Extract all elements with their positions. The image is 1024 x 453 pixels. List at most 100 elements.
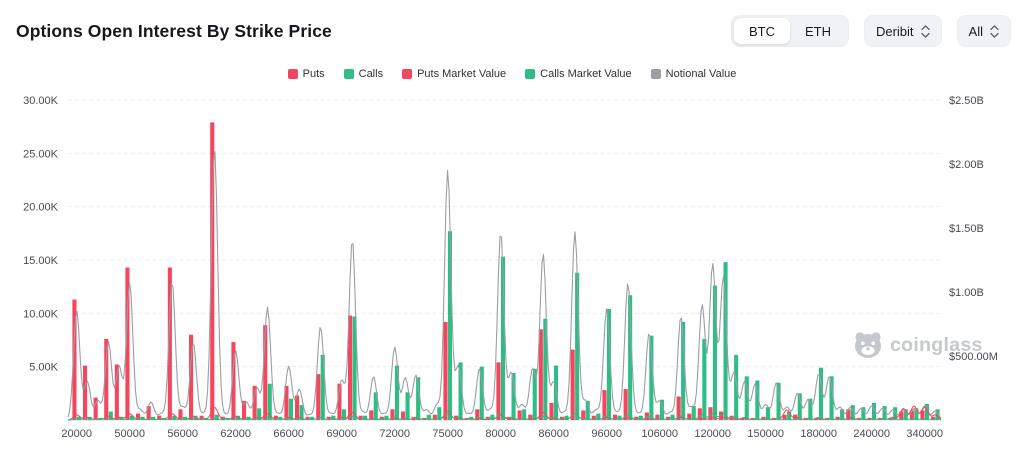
calls-bar[interactable]	[628, 295, 633, 420]
calls-bar[interactable]	[140, 416, 145, 420]
calls-bar[interactable]	[522, 409, 527, 420]
puts-bar[interactable]	[136, 413, 141, 420]
puts-bar[interactable]	[316, 374, 321, 420]
puts-bar[interactable]	[517, 410, 522, 420]
puts-bar[interactable]	[83, 365, 88, 420]
puts-bar[interactable]	[920, 410, 925, 420]
calls-bar[interactable]	[331, 415, 336, 420]
puts-bar[interactable]	[432, 414, 437, 420]
calls-bar[interactable]	[458, 362, 463, 420]
calls-bar[interactable]	[744, 376, 749, 420]
puts-bar[interactable]	[273, 415, 278, 420]
calls-bar[interactable]	[373, 392, 378, 420]
calls-bar[interactable]	[394, 365, 399, 420]
asset-toggle-btc[interactable]: BTC	[733, 18, 790, 44]
calls-bar[interactable]	[914, 408, 919, 420]
puts-bar[interactable]	[242, 400, 247, 420]
calls-bar[interactable]	[691, 406, 696, 420]
puts-bar[interactable]	[475, 409, 480, 420]
calls-bar[interactable]	[702, 338, 707, 420]
calls-bar[interactable]	[575, 272, 580, 420]
puts-bar[interactable]	[443, 321, 448, 420]
puts-bar[interactable]	[666, 416, 671, 420]
puts-bar[interactable]	[295, 395, 300, 421]
calls-bar[interactable]	[299, 405, 304, 420]
calls-bar[interactable]	[659, 399, 664, 420]
scope-select[interactable]: All	[956, 15, 1011, 47]
puts-bar[interactable]	[326, 416, 331, 420]
puts-bar[interactable]	[114, 364, 119, 421]
puts-bar[interactable]	[931, 416, 936, 420]
calls-bar[interactable]	[246, 416, 251, 420]
calls-bar[interactable]	[108, 411, 113, 421]
puts-bar[interactable]	[199, 415, 204, 420]
puts-bar[interactable]	[846, 409, 851, 420]
puts-bar[interactable]	[496, 362, 501, 420]
calls-bar[interactable]	[850, 405, 855, 420]
puts-bar[interactable]	[528, 414, 533, 420]
puts-bar[interactable]	[623, 389, 628, 420]
puts-bar[interactable]	[708, 407, 713, 420]
calls-bar[interactable]	[320, 354, 325, 420]
calls-bar[interactable]	[924, 404, 929, 420]
puts-bar[interactable]	[655, 414, 660, 420]
calls-bar[interactable]	[564, 415, 569, 420]
puts-bar[interactable]	[146, 406, 151, 420]
legend-item[interactable]: Calls Market Value	[525, 68, 632, 80]
legend-item[interactable]: Calls	[343, 68, 383, 80]
puts-bar[interactable]	[687, 413, 692, 420]
calls-bar[interactable]	[723, 262, 728, 420]
calls-bar[interactable]	[532, 368, 537, 420]
calls-bar[interactable]	[829, 376, 834, 420]
calls-bar[interactable]	[469, 416, 474, 420]
calls-bar[interactable]	[193, 415, 198, 420]
puts-bar[interactable]	[305, 416, 310, 420]
calls-bar[interactable]	[734, 354, 739, 420]
calls-bar[interactable]	[490, 414, 495, 420]
calls-bar[interactable]	[278, 416, 283, 420]
puts-bar[interactable]	[602, 390, 607, 420]
calls-bar[interactable]	[797, 393, 802, 420]
puts-bar[interactable]	[369, 410, 374, 420]
puts-bar[interactable]	[899, 411, 904, 421]
calls-bar[interactable]	[818, 367, 823, 420]
calls-bar[interactable]	[500, 256, 505, 420]
calls-bar[interactable]	[363, 415, 368, 420]
puts-bar[interactable]	[252, 385, 257, 420]
calls-bar[interactable]	[606, 309, 611, 420]
puts-bar[interactable]	[591, 415, 596, 420]
puts-bar[interactable]	[167, 267, 172, 421]
puts-bar[interactable]	[189, 334, 194, 420]
puts-bar[interactable]	[337, 383, 342, 420]
calls-bar[interactable]	[935, 409, 940, 420]
calls-bar[interactable]	[903, 409, 908, 420]
calls-bar[interactable]	[670, 414, 675, 420]
legend-item[interactable]: Notional Value	[650, 68, 736, 80]
puts-bar[interactable]	[835, 416, 840, 420]
calls-bar[interactable]	[129, 415, 134, 420]
puts-bar[interactable]	[644, 412, 649, 421]
calls-bar[interactable]	[712, 285, 717, 420]
calls-bar[interactable]	[787, 411, 792, 421]
calls-bar[interactable]	[426, 414, 431, 420]
calls-bar[interactable]	[341, 409, 346, 420]
puts-bar[interactable]	[782, 414, 787, 420]
calls-bar[interactable]	[119, 416, 124, 420]
calls-bar[interactable]	[384, 415, 389, 420]
puts-bar[interactable]	[401, 411, 406, 421]
calls-bar[interactable]	[808, 398, 813, 420]
calls-bar[interactable]	[214, 414, 219, 420]
puts-bar[interactable]	[909, 410, 914, 420]
legend-item[interactable]: Puts	[287, 68, 325, 80]
puts-bar[interactable]	[570, 349, 575, 420]
puts-bar[interactable]	[676, 396, 681, 421]
calls-bar[interactable]	[267, 383, 272, 420]
calls-bar[interactable]	[310, 416, 315, 420]
puts-bar[interactable]	[72, 299, 77, 421]
puts-bar[interactable]	[231, 342, 236, 420]
calls-bar[interactable]	[638, 415, 643, 420]
puts-bar[interactable]	[538, 329, 543, 420]
puts-bar[interactable]	[348, 315, 353, 421]
calls-bar[interactable]	[755, 380, 760, 421]
